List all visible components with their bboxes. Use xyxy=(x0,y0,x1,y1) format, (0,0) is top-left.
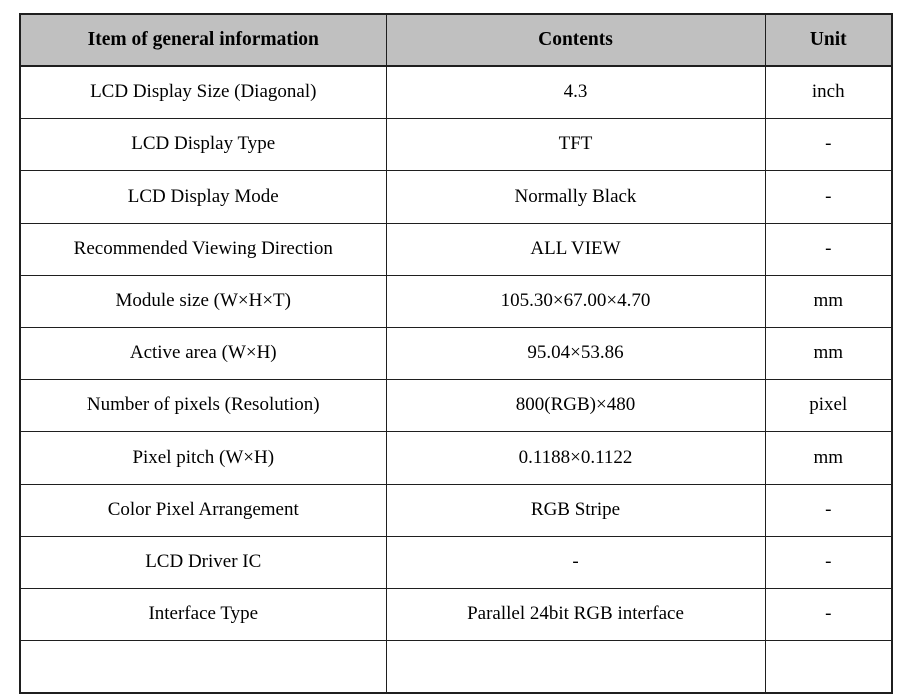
table-row: Interface Type Parallel 24bit RGB interf… xyxy=(19,587,893,642)
unit-cell xyxy=(764,640,893,694)
contents-cell: RGB Stripe xyxy=(385,483,766,537)
table-row: Color Pixel Arrangement RGB Stripe - xyxy=(19,483,893,537)
unit-cell: - xyxy=(764,222,893,276)
column-header-item: Item of general information xyxy=(19,13,387,67)
unit-cell: - xyxy=(764,535,893,589)
unit-cell: - xyxy=(764,170,893,224)
contents-cell: Parallel 24bit RGB interface xyxy=(385,587,766,642)
item-cell xyxy=(19,640,387,694)
contents-cell: 105.30×67.00×4.70 xyxy=(385,274,766,328)
item-cell: LCD Driver IC xyxy=(19,535,387,589)
item-cell: LCD Display Type xyxy=(19,118,387,172)
table-row: Number of pixels (Resolution) 800(RGB)×4… xyxy=(19,379,893,433)
item-cell: Color Pixel Arrangement xyxy=(19,483,387,537)
item-cell: Active area (W×H) xyxy=(19,326,387,381)
item-cell: Module size (W×H×T) xyxy=(19,274,387,328)
table-row: LCD Display Size (Diagonal) 4.3 inch xyxy=(19,65,893,120)
contents-cell: 95.04×53.86 xyxy=(385,326,766,381)
contents-cell: 0.1188×0.1122 xyxy=(385,431,766,485)
unit-cell: inch xyxy=(764,65,893,120)
unit-cell: - xyxy=(764,483,893,537)
contents-cell: 4.3 xyxy=(385,65,766,120)
contents-cell: Normally Black xyxy=(385,170,766,224)
table-row: LCD Display Type TFT - xyxy=(19,118,893,172)
table-row-partial xyxy=(19,640,893,694)
item-cell: Pixel pitch (W×H) xyxy=(19,431,387,485)
column-header-unit: Unit xyxy=(764,13,893,67)
table-row: Module size (W×H×T) 105.30×67.00×4.70 mm xyxy=(19,274,893,328)
table-header-row: Item of general information Contents Uni… xyxy=(19,13,893,67)
unit-cell: mm xyxy=(764,431,893,485)
document-page: Item of general information Contents Uni… xyxy=(19,13,893,694)
table-row: Recommended Viewing Direction ALL VIEW - xyxy=(19,222,893,276)
table-row: LCD Display Mode Normally Black - xyxy=(19,170,893,224)
contents-cell: ALL VIEW xyxy=(385,222,766,276)
table-row: LCD Driver IC - - xyxy=(19,535,893,589)
table-row: Pixel pitch (W×H) 0.1188×0.1122 mm xyxy=(19,431,893,485)
unit-cell: mm xyxy=(764,326,893,381)
unit-cell: - xyxy=(764,118,893,172)
item-cell: Interface Type xyxy=(19,587,387,642)
contents-cell: TFT xyxy=(385,118,766,172)
unit-cell: - xyxy=(764,587,893,642)
general-information-table: Item of general information Contents Uni… xyxy=(19,13,893,694)
column-header-contents: Contents xyxy=(385,13,766,67)
item-cell: LCD Display Size (Diagonal) xyxy=(19,65,387,120)
unit-cell: mm xyxy=(764,274,893,328)
unit-cell: pixel xyxy=(764,379,893,433)
table-row: Active area (W×H) 95.04×53.86 mm xyxy=(19,326,893,381)
contents-cell: - xyxy=(385,535,766,589)
contents-cell: 800(RGB)×480 xyxy=(385,379,766,433)
item-cell: Recommended Viewing Direction xyxy=(19,222,387,276)
item-cell: Number of pixels (Resolution) xyxy=(19,379,387,433)
contents-cell xyxy=(385,640,766,694)
item-cell: LCD Display Mode xyxy=(19,170,387,224)
